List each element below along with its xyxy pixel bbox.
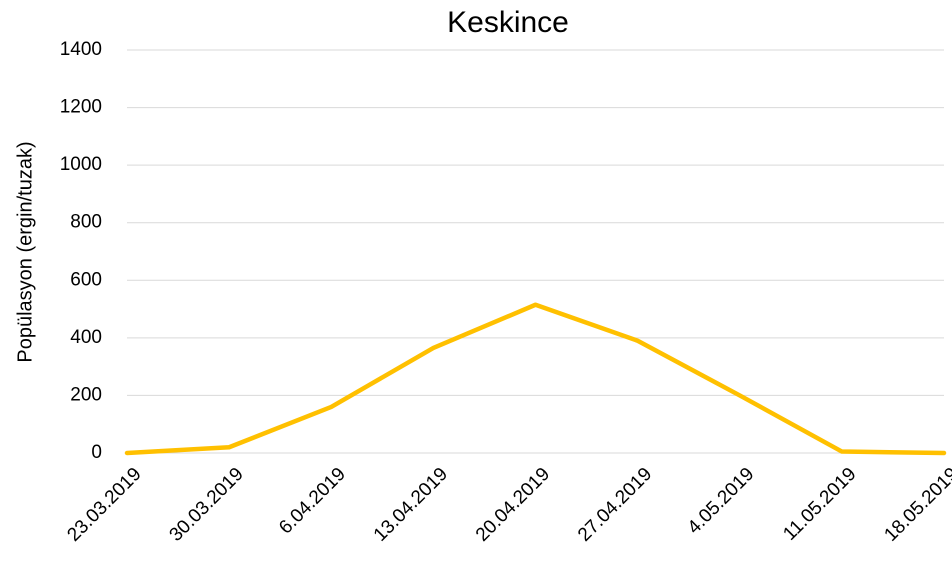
y-tick-label: 1000 (60, 154, 102, 175)
y-tick-label: 1200 (60, 97, 102, 118)
y-tick-label: 1400 (60, 39, 102, 60)
data-line (124, 302, 947, 456)
x-tick-label: 4.05.2019 (684, 464, 759, 539)
x-tick-label: 23.03.2019 (63, 464, 145, 546)
y-axis-label: Popülasyon (ergin/tuzak) (14, 141, 36, 362)
y-tick-label: 400 (70, 327, 102, 348)
x-tick-label: 27.04.2019 (574, 464, 656, 546)
x-tick-label: 30.03.2019 (166, 464, 248, 546)
x-tick-label: 6.04.2019 (275, 464, 350, 539)
x-tick-label: 11.05.2019 (779, 464, 860, 545)
y-tick-label: 800 (70, 212, 102, 233)
y-tick-label: 600 (70, 269, 102, 290)
x-tick-label: 20.04.2019 (472, 464, 554, 546)
chart-title: Keskince (447, 6, 569, 39)
y-tick-label: 200 (70, 384, 102, 405)
x-tick-label: 13.04.2019 (370, 464, 452, 546)
x-tick-label: 18.05.2019 (880, 464, 952, 546)
y-tick-label: 0 (91, 442, 102, 463)
